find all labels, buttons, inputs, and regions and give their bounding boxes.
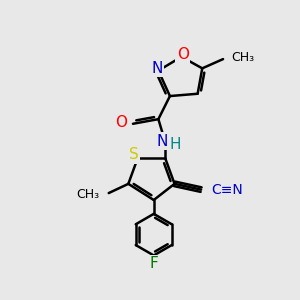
Text: C≡N: C≡N <box>212 183 243 196</box>
Text: CH₃: CH₃ <box>76 188 100 201</box>
Text: CH₃: CH₃ <box>231 51 254 64</box>
Text: N: N <box>156 134 167 148</box>
Text: N: N <box>152 61 163 76</box>
Text: O: O <box>115 115 127 130</box>
Text: F: F <box>149 256 158 271</box>
Text: O: O <box>177 47 189 62</box>
Text: S: S <box>129 148 139 163</box>
Text: H: H <box>170 137 182 152</box>
